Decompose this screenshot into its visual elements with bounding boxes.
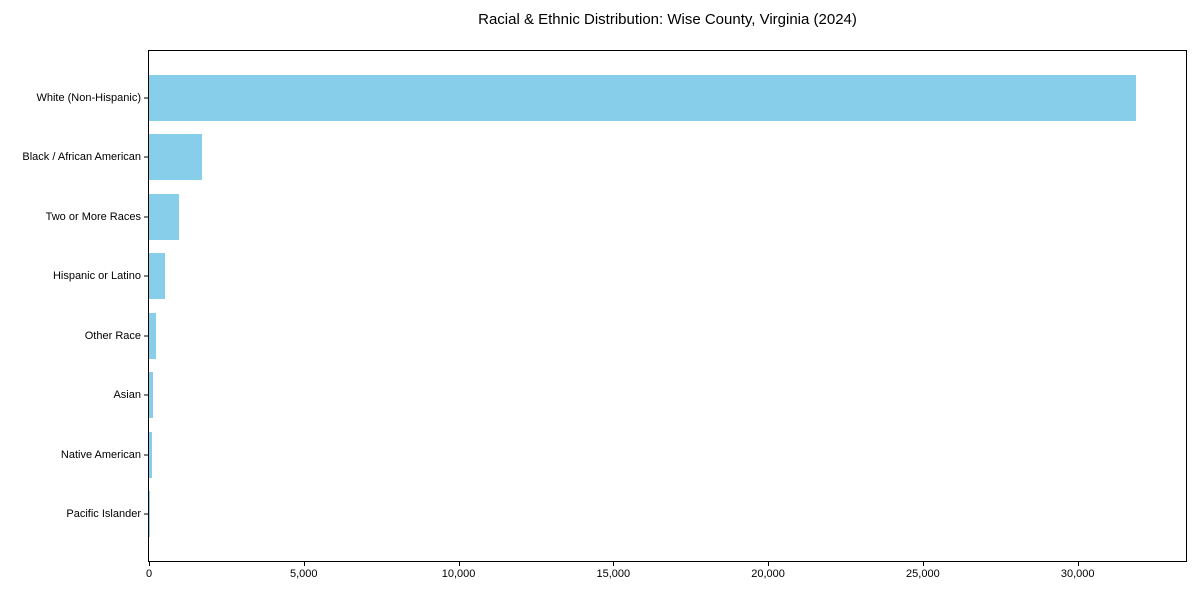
x-tick-label-25000: 25,000: [906, 568, 940, 580]
x-tick-label-10000: 10,000: [441, 568, 476, 580]
x-tick-mark: [458, 562, 460, 566]
y-tick-mark: [144, 275, 148, 277]
x-tick-label-20000: 20,000: [751, 568, 785, 580]
y-tick-mark: [144, 216, 148, 218]
bar-black-african-american: [149, 134, 202, 181]
y-tick-label-two-or-more-races: Two or More Races: [45, 210, 141, 223]
x-tick-mark: [768, 562, 770, 566]
y-tick-mark: [144, 335, 148, 337]
y-tick-label-pacific-islander: Pacific Islander: [66, 508, 141, 520]
x-tick-mark: [1077, 562, 1079, 566]
y-tick-label-white-non-hispanic: White (Non-Hispanic): [36, 92, 141, 104]
x-tick-label-0: 0: [145, 568, 153, 580]
y-tick-mark: [144, 394, 148, 396]
y-tick-mark: [144, 454, 148, 456]
chart-title: Racial & Ethnic Distribution: Wise Count…: [478, 11, 857, 28]
y-tick-mark: [144, 513, 148, 515]
y-tick-label-hispanic-or-latino: Hispanic or Latino: [52, 270, 141, 283]
x-tick-mark: [149, 562, 150, 566]
y-tick-label-native-american: Native American: [60, 448, 141, 461]
y-tick-label-other-race: Other Race: [84, 329, 141, 342]
y-tick-mark: [144, 156, 148, 158]
y-tick-mark: [144, 97, 148, 99]
bar-two-or-more-races: [149, 193, 180, 240]
bar-white-non-hispanic: [149, 75, 1137, 121]
bar-hispanic-or-latino: [149, 253, 166, 300]
x-tick-mark: [613, 562, 615, 566]
plot-area: [148, 50, 1187, 562]
x-tick-mark: [922, 562, 924, 566]
y-tick-label-asian: Asian: [113, 389, 141, 402]
bar-other-race: [149, 312, 156, 359]
x-tick-label-5000: 5,000: [290, 568, 318, 580]
x-tick-label-30000: 30,000: [1060, 568, 1095, 580]
y-tick-label-black-african-american: Black / African American: [22, 151, 141, 164]
bar-native-american: [149, 431, 152, 478]
bar-pacific-islander: [149, 491, 150, 537]
x-tick-label-15000: 15,000: [596, 568, 631, 580]
bar-asian: [149, 372, 153, 419]
x-tick-mark: [303, 562, 305, 566]
